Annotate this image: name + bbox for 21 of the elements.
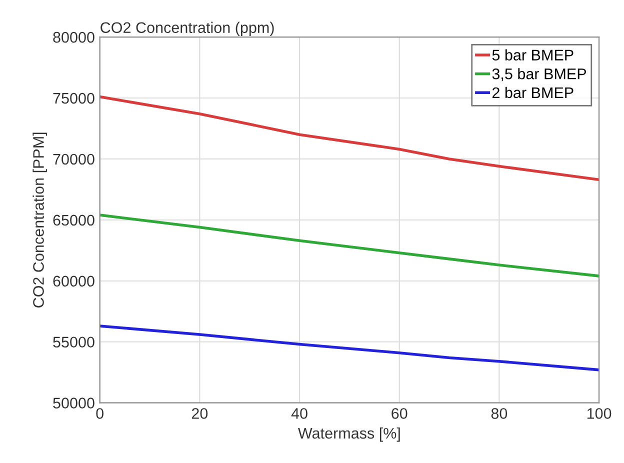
x-tick-label: 40 (291, 408, 308, 419)
legend-label: 2 bar BMEP (492, 86, 574, 98)
y-tick-label: 50000 (53, 398, 94, 408)
y-tick-label: 80000 (53, 32, 94, 43)
y-axis-title: CO2 Concentration [PPM] (32, 132, 47, 308)
y-tick-label: 75000 (53, 92, 94, 104)
x-tick-label: 60 (392, 408, 408, 419)
y-tick-label: 60000 (53, 276, 94, 287)
y-tick-label: 70000 (53, 154, 94, 165)
legend-label: 5 bar BMEP (492, 49, 574, 60)
chart-title: CO2 Concentration (ppm) (100, 22, 274, 36)
x-tick-label: 0 (96, 408, 104, 419)
x-tick-label: 80 (491, 408, 508, 419)
y-tick-label: 65000 (53, 214, 94, 226)
x-axis-title: Watermass [%] (298, 427, 400, 442)
x-tick-label: 20 (192, 408, 208, 419)
legend-label: 3,5 bar BMEP (492, 68, 586, 82)
x-tick-label: 100 (587, 408, 612, 419)
line-series (100, 324, 600, 372)
line-series (100, 214, 600, 278)
y-tick-label: 55000 (53, 336, 94, 348)
